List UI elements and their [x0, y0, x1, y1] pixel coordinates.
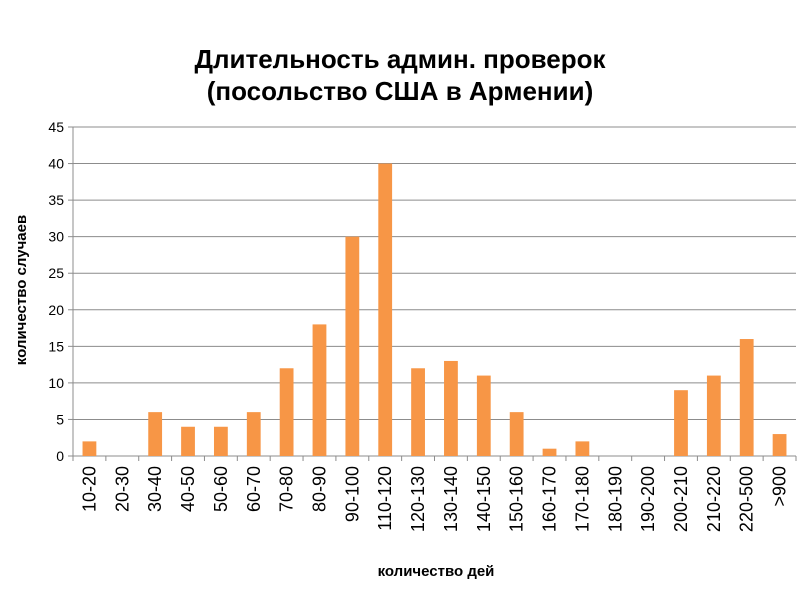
y-tick-label: 35: [48, 192, 64, 208]
x-tick-label: 70-80: [277, 466, 297, 512]
x-tick-labels: 10-20 20-30 30-40 40-50 50-60 60-70 70-80 80-90…: [79, 466, 789, 532]
bar-140-150: [476, 375, 491, 456]
y-tick-label: 40: [48, 156, 64, 172]
x-tick-label: 140-150: [474, 466, 494, 532]
x-tick-label: 200-210: [671, 466, 691, 532]
chart-title: Длительность админ. проверок (посольство…: [194, 44, 606, 106]
bar-80-90: [312, 324, 327, 456]
x-axis-label: количество дей: [378, 563, 495, 580]
x-tick-label: 60-70: [244, 466, 264, 512]
bar-10-20: [82, 441, 97, 456]
bar-150-160: [509, 412, 524, 456]
y-tick-label: 5: [56, 411, 64, 427]
bar-70-80: [279, 368, 294, 456]
bar-90-100: [345, 236, 360, 456]
x-tick-label: 220-500: [737, 466, 757, 532]
x-tick-label: 210-220: [704, 466, 724, 532]
y-tick-label: 45: [48, 119, 64, 135]
y-tick-label: 15: [48, 338, 64, 354]
y-tick-label: 30: [48, 229, 64, 245]
gridlines: [68, 126, 796, 457]
y-tick-label: 10: [48, 375, 64, 391]
bar-50-60: [213, 426, 228, 456]
x-tick-label: 20-30: [112, 466, 132, 512]
x-tick-label: 170-180: [572, 466, 592, 532]
x-tick-label: 120-130: [408, 466, 428, 532]
x-tick-label: 40-50: [178, 466, 198, 512]
x-tick-label: 10-20: [79, 466, 99, 512]
x-tick-label: 80-90: [309, 466, 329, 512]
bar-210-220: [706, 375, 721, 456]
bar-60-70: [246, 412, 261, 456]
y-tick-labels: 0 5 10 15 20 25 30 35 40 45: [48, 119, 64, 464]
bar->900: [772, 434, 787, 456]
bars: [82, 163, 787, 457]
chart-title-line-2: (посольство США в Армении): [207, 76, 593, 106]
x-tick-label: 130-140: [441, 466, 461, 532]
y-axis-label: количество случаев: [13, 215, 30, 365]
bar-200-210: [674, 390, 688, 456]
x-tick-label: 150-160: [507, 466, 527, 532]
x-tick-label: 50-60: [211, 466, 231, 512]
y-tick-label: 20: [48, 302, 64, 318]
x-tick-label: 90-100: [342, 466, 362, 522]
bar-30-40: [148, 412, 163, 456]
x-tick-label: 190-200: [638, 466, 658, 532]
bar-110-120: [378, 163, 393, 457]
x-tick-label: 30-40: [145, 466, 165, 512]
bar-40-50: [181, 426, 195, 456]
y-tick-label: 25: [48, 265, 64, 281]
bar-130-140: [444, 360, 458, 456]
x-tick-label: 110-120: [375, 466, 395, 531]
chart-title-line-1: Длительность админ. проверок: [194, 44, 606, 74]
x-tick-label: 160-170: [540, 466, 560, 532]
x-tick-label: 180-190: [605, 466, 625, 532]
bar-170-180: [575, 441, 590, 456]
bar-220-500: [739, 339, 754, 456]
bar-120-130: [411, 368, 425, 456]
bar-160-170: [542, 448, 557, 456]
y-tick-label: 0: [56, 448, 64, 464]
x-tick-label: >900: [770, 466, 790, 507]
